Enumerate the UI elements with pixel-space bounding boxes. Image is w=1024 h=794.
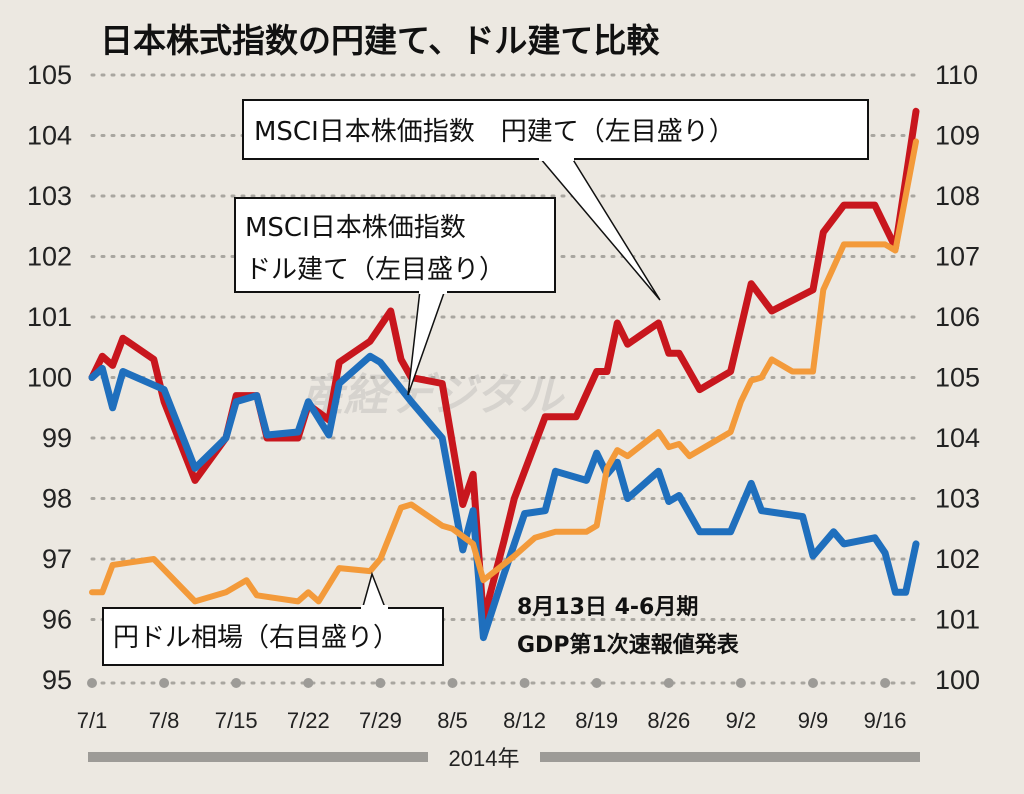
x-tick-label: 9/2 bbox=[726, 708, 757, 733]
x-tick-label: 7/22 bbox=[287, 708, 330, 733]
right-tick-label: 102 bbox=[935, 544, 980, 574]
x-tick-mark bbox=[159, 678, 170, 688]
right-tick-label: 108 bbox=[935, 181, 980, 211]
x-tick-label: 7/15 bbox=[215, 708, 258, 733]
x-tick-mark bbox=[303, 678, 314, 688]
callout-fx: 円ドル相場（右目盛り） bbox=[102, 571, 444, 666]
right-tick-label: 100 bbox=[935, 665, 980, 695]
x-tick-label: 8/5 bbox=[437, 708, 468, 733]
x-tick-mark bbox=[87, 678, 97, 688]
x-tick-label: 8/26 bbox=[647, 708, 690, 733]
right-tick-label: 107 bbox=[935, 242, 980, 272]
left-tick-label: 101 bbox=[27, 302, 72, 332]
left-tick-label: 103 bbox=[27, 181, 72, 211]
year-bar-right bbox=[540, 752, 920, 762]
x-tick-mark bbox=[663, 678, 674, 688]
right-tick-label: 109 bbox=[935, 121, 980, 151]
callout-fx-label: 円ドル相場（右目盛り） bbox=[113, 623, 399, 653]
x-tick-mark bbox=[735, 678, 746, 688]
left-tick-label: 104 bbox=[27, 121, 72, 151]
callout-yen: MSCI日本株価指数 円建て（左目盛り） bbox=[242, 99, 869, 301]
right-tick-label: 104 bbox=[935, 423, 980, 453]
right-tick-label: 103 bbox=[935, 484, 980, 514]
x-tick-mark bbox=[231, 678, 242, 688]
x-tick-label: 9/16 bbox=[864, 708, 907, 733]
right-tick-label: 110 bbox=[935, 60, 978, 90]
chart-title: 日本株式指数の円建て、ドル建て比較 bbox=[100, 21, 660, 60]
series-line-dollar bbox=[88, 352, 920, 642]
left-axis: 95 96 97 98 99 100 101 102 103 104 105 bbox=[27, 60, 72, 695]
series-lines bbox=[88, 107, 920, 642]
left-tick-label: 100 bbox=[27, 363, 72, 393]
x-tick-label: 8/19 bbox=[575, 708, 618, 733]
annotation-line1: 8月13日 4-6月期 bbox=[517, 595, 698, 620]
x-axis: 7/1 7/8 7/15 7/22 7/29 8/5 8/12 8/19 8/26 9/2 9/9 9… bbox=[77, 678, 907, 733]
callout-yen-label: MSCI日本株価指数 円建て（左目盛り） bbox=[254, 117, 735, 147]
right-tick-label: 106 bbox=[935, 302, 980, 332]
left-tick-label: 105 bbox=[27, 60, 72, 90]
right-tick-label: 105 bbox=[935, 363, 980, 393]
right-tick-label: 101 bbox=[935, 605, 980, 635]
right-axis: 100 101 102 103 104 105 106 107 108 109 110 bbox=[935, 60, 980, 695]
callout-dollar-line1: MSCI日本株価指数 bbox=[245, 213, 466, 243]
x-tick-mark bbox=[519, 678, 530, 688]
year-bar-left bbox=[88, 752, 428, 762]
x-tick-mark bbox=[591, 678, 602, 688]
x-tick-mark bbox=[447, 678, 458, 688]
series-line-yen bbox=[88, 107, 920, 623]
annotation-line2: GDP第1次速報値発表 bbox=[517, 632, 740, 658]
x-tick-mark bbox=[375, 678, 386, 688]
left-tick-label: 98 bbox=[42, 484, 72, 514]
x-tick-label: 8/12 bbox=[503, 708, 546, 733]
x-tick-label: 7/8 bbox=[149, 708, 180, 733]
x-axis-label: 2014年 bbox=[449, 746, 520, 771]
left-tick-label: 95 bbox=[42, 665, 72, 695]
callout-dollar: MSCI日本株価指数 ドル建て（左目盛り） bbox=[234, 197, 556, 396]
left-tick-label: 97 bbox=[42, 544, 72, 574]
x-tick-label: 7/29 bbox=[359, 708, 402, 733]
callout-dollar-line2: ドル建て（左目盛り） bbox=[245, 255, 505, 285]
left-tick-label: 96 bbox=[42, 605, 72, 635]
x-tick-label: 7/1 bbox=[77, 708, 108, 733]
left-tick-label: 102 bbox=[27, 242, 72, 272]
x-tick-mark bbox=[880, 678, 891, 688]
series-line-fx bbox=[89, 138, 919, 605]
x-tick-mark bbox=[808, 678, 818, 688]
left-tick-label: 99 bbox=[42, 423, 72, 453]
x-tick-label: 9/9 bbox=[798, 708, 829, 733]
